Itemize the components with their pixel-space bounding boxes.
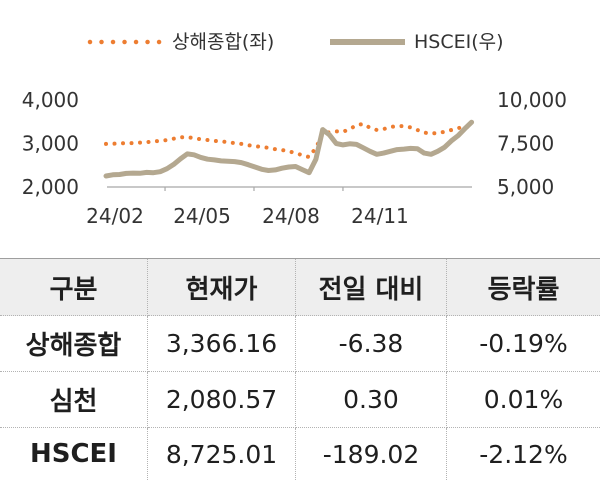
x-tick-label: 24/11 [351, 204, 409, 228]
y-right-tick-label: 7,500 [497, 132, 554, 156]
legend-item-shanghai-composite: 상해종합(좌) [84, 30, 274, 54]
legend-label-shanghai-composite: 상해종합(좌) [172, 31, 275, 53]
market-index-table: 구분 현재가 전일 대비 등락률 상해종합 3,366.16 -6.38 -0.… [0, 258, 600, 480]
shanghai-composite-line [104, 121, 474, 159]
row-label: 상해종합 [0, 316, 148, 372]
y-left-tick-label: 2,000 [22, 175, 79, 199]
x-tick-label: 24/08 [262, 204, 320, 228]
legend-item-hscei: HSCEI(우) [326, 30, 504, 54]
current-price: 8,725.01 [148, 428, 296, 480]
y-left-tick-label: 3,000 [22, 132, 79, 156]
header-category: 구분 [0, 259, 148, 316]
legend-swatch-solid-line-icon [330, 39, 405, 45]
change-rate: -2.12% [479, 439, 568, 469]
y-right-tick-label: 10,000 [497, 88, 567, 112]
current-price: 3,366.16 [148, 316, 296, 372]
header-current-price: 현재가 [148, 259, 296, 316]
x-tick-label: 24/05 [173, 204, 231, 228]
hscei-line [103, 119, 475, 179]
legend-label-hscei: HSCEI(우) [414, 31, 504, 53]
y-right-tick-label: 5,000 [497, 175, 554, 199]
row-label: HSCEI [0, 428, 148, 480]
dual-axis-line-chart: 24/02 24/05 24/08 24/11 4,000 3,000 2,000 10,00… [22, 88, 567, 228]
legend-swatch-dotted-line-icon [87, 39, 163, 45]
row-label: 심천 [0, 372, 148, 428]
x-tick-label: 24/02 [86, 204, 144, 228]
current-price: 2,080.57 [148, 372, 296, 428]
daily-change: -189.02 [296, 428, 447, 480]
change-rate: 0.01% [447, 372, 600, 428]
y-left-tick-label: 4,000 [22, 88, 79, 112]
daily-change: -6.38 [296, 316, 447, 372]
change-rate: -0.19% [447, 316, 600, 372]
header-daily-change: 전일 대비 [296, 259, 447, 316]
daily-change: 0.30 [296, 372, 447, 428]
header-change-rate: 등락률 [447, 259, 600, 316]
